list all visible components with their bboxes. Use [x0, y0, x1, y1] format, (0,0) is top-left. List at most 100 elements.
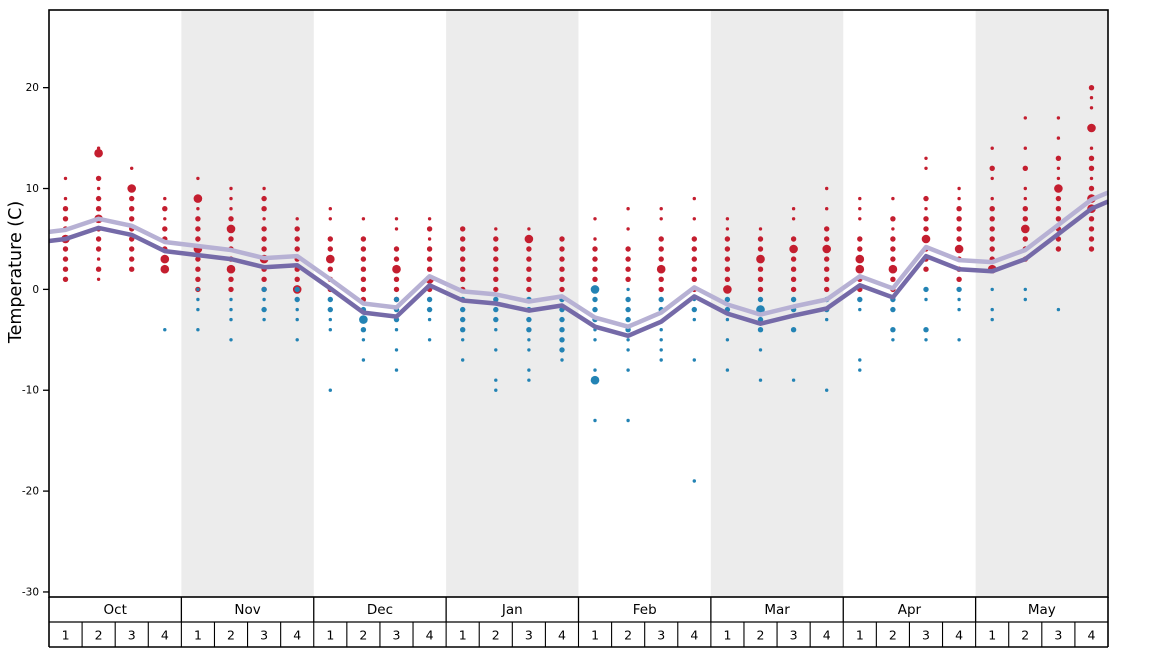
min-temperature-dot	[394, 328, 399, 332]
max-temperature-dot	[691, 276, 697, 282]
max-temperature-dot	[1022, 206, 1028, 212]
min-temperature-dot	[426, 296, 433, 303]
min-temperature-dot	[590, 285, 600, 294]
max-temperature-dot	[824, 286, 830, 293]
min-temperature-dot	[328, 317, 332, 322]
max-temperature-dot	[890, 236, 896, 242]
max-temperature-dot	[592, 266, 598, 272]
max-temperature-dot	[326, 254, 335, 264]
max-temperature-dot	[261, 195, 267, 202]
min-temperature-dot	[857, 296, 863, 303]
max-temperature-dot	[129, 206, 135, 212]
max-temperature-dot	[493, 256, 499, 262]
min-temperature-dot	[261, 286, 267, 293]
min-temperature-dot	[692, 479, 696, 483]
max-temperature-dot	[527, 227, 531, 231]
max-temperature-dot	[526, 246, 532, 252]
week-label: 1	[459, 628, 467, 643]
max-temperature-dot	[626, 207, 630, 211]
max-temperature-dot	[460, 246, 466, 252]
min-temperature-dot	[990, 287, 994, 292]
max-temperature-dot	[757, 276, 764, 282]
max-temperature-dot	[956, 226, 962, 232]
max-temperature-dot	[989, 246, 995, 252]
y-tick-label: 20	[26, 82, 39, 94]
max-temperature-dot	[394, 227, 399, 231]
min-temperature-dot	[790, 327, 797, 333]
max-temperature-dot	[658, 236, 664, 242]
min-temperature-dot	[361, 358, 366, 362]
max-temperature-dot	[790, 276, 797, 282]
max-temperature-dot	[229, 196, 233, 201]
avg-temp-line-upper	[48, 190, 1109, 329]
week-label: 4	[823, 628, 831, 643]
week-label: 2	[1021, 628, 1029, 643]
max-temperature-dot	[426, 226, 433, 232]
max-temperature-dot	[294, 226, 300, 232]
max-temperature-dot	[261, 226, 267, 232]
min-temperature-dot	[295, 317, 299, 322]
max-temperature-dot	[195, 256, 201, 262]
max-temperature-dot	[96, 277, 101, 281]
min-temperature-dot	[825, 317, 829, 322]
min-temperature-dot	[923, 327, 929, 333]
max-temperature-dot	[493, 266, 499, 272]
max-temperature-dot	[360, 286, 367, 293]
month-label: Jan	[501, 602, 523, 618]
week-label: 2	[492, 628, 500, 643]
min-temperature-dot	[229, 307, 233, 312]
max-temperature-dot	[559, 256, 565, 262]
max-temperature-dot	[790, 266, 797, 272]
max-temperature-dot	[261, 246, 267, 252]
max-temperature-dot	[95, 266, 102, 272]
max-temperature-dot	[129, 195, 135, 202]
min-temperature-dot	[593, 418, 597, 423]
max-temperature-dot	[691, 266, 697, 272]
min-temperature-dot	[957, 338, 961, 342]
week-label: 3	[657, 628, 665, 643]
max-temperature-dot	[328, 207, 332, 211]
max-temperature-dot	[1023, 116, 1027, 120]
min-temperature-dot	[261, 306, 267, 313]
min-temperature-dot	[725, 317, 730, 322]
max-temperature-dot	[1023, 186, 1027, 191]
max-temperature-dot	[855, 264, 865, 274]
max-temperature-dot	[460, 256, 466, 262]
max-temperature-dot	[1023, 146, 1027, 150]
max-temperature-dot	[857, 236, 863, 242]
max-temperature-dot	[559, 266, 565, 272]
max-temperature-dot	[858, 207, 862, 211]
max-temperature-dot	[526, 286, 532, 293]
min-temperature-dot	[328, 328, 332, 332]
max-temperature-dot	[127, 184, 136, 193]
max-temperature-dot	[790, 236, 797, 242]
min-temperature-dot	[758, 348, 763, 352]
week-label: 1	[988, 628, 996, 643]
max-temperature-dot	[196, 176, 200, 181]
max-temperature-dot	[858, 217, 862, 221]
min-temperature-dot	[692, 317, 696, 322]
min-temperature-dot	[626, 348, 630, 352]
max-temperature-dot	[658, 286, 664, 293]
min-temperature-dot	[527, 368, 531, 372]
max-temperature-dot	[1088, 85, 1095, 91]
month-band	[975, 10, 1108, 597]
max-temperature-dot	[62, 206, 69, 212]
min-temperature-dot	[360, 327, 367, 333]
max-temperature-dot	[625, 266, 631, 272]
week-label: 4	[161, 628, 169, 643]
week-label: 1	[326, 628, 334, 643]
max-temperature-dot	[460, 266, 466, 272]
max-temperature-dot	[62, 256, 69, 262]
max-temperature-dot	[724, 256, 731, 262]
max-temperature-dot	[1088, 246, 1095, 252]
max-temperature-dot	[228, 236, 234, 242]
max-temperature-dot	[855, 254, 865, 264]
month-label: Dec	[367, 602, 393, 618]
max-temperature-dot	[824, 236, 830, 242]
max-temperature-dot	[262, 217, 266, 221]
week-label: 3	[525, 628, 533, 643]
week-label: 2	[359, 628, 367, 643]
month-label: Nov	[234, 602, 260, 618]
max-temperature-dot	[659, 217, 663, 221]
